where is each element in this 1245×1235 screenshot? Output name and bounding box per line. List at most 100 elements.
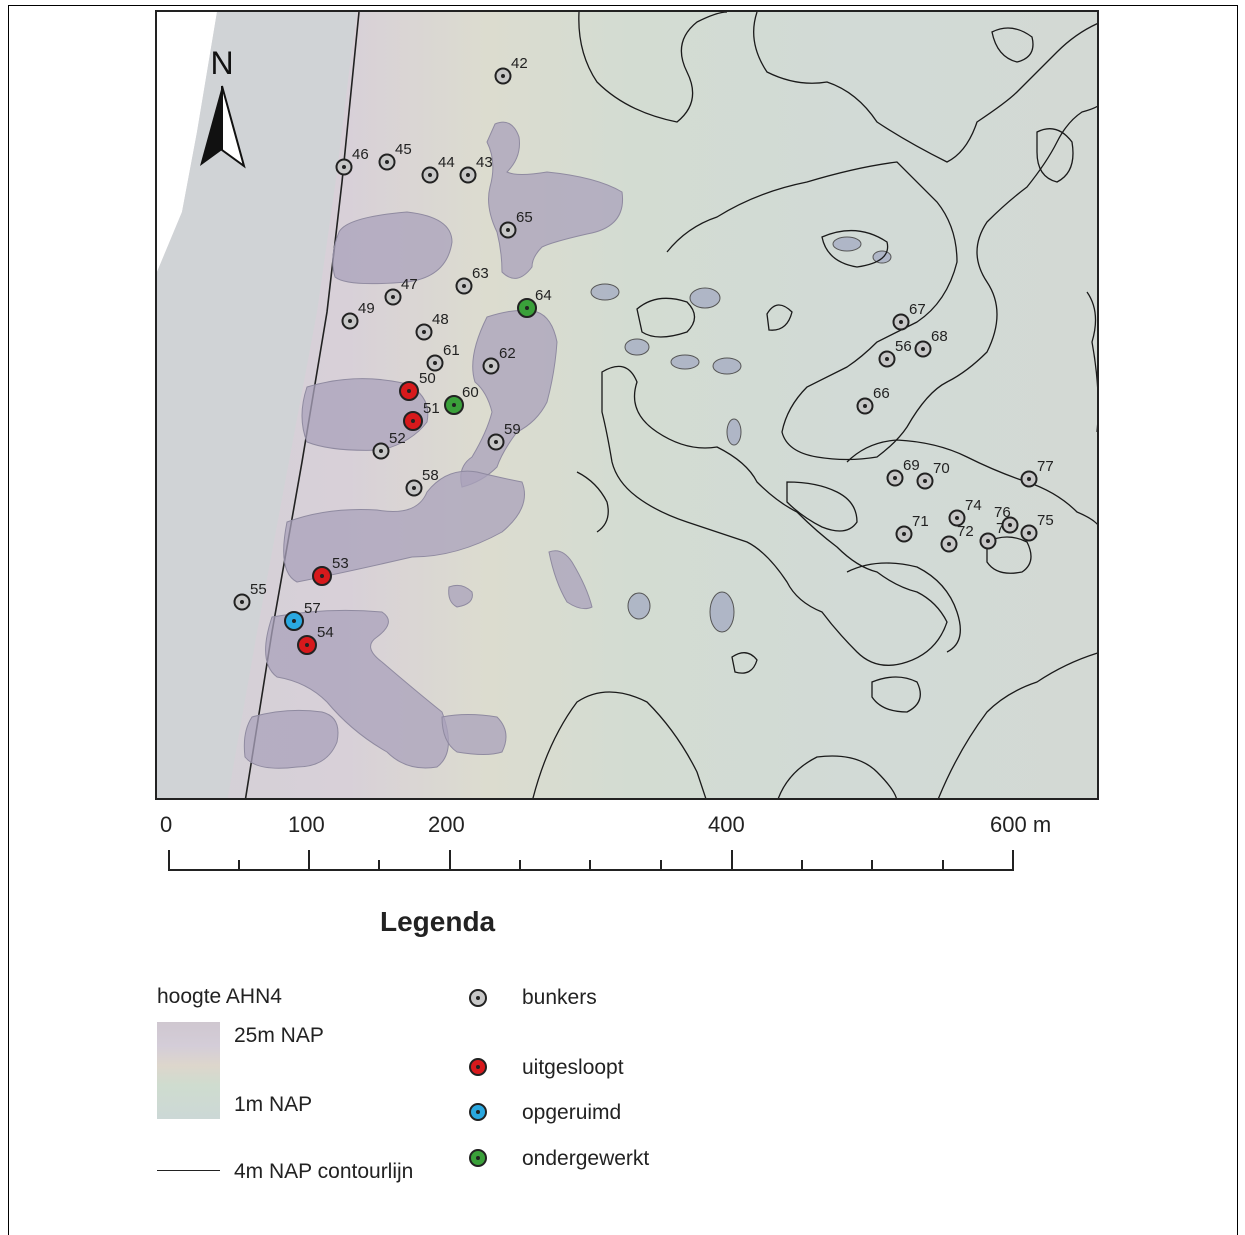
bunker-center-dot <box>342 165 346 169</box>
bunker-marker-66: 66 <box>856 385 890 415</box>
bunker-marker-68: 68 <box>914 328 948 358</box>
bunker-center-dot <box>379 449 383 453</box>
bunker-label-61: 61 <box>443 342 460 359</box>
bunker-label-47: 47 <box>401 276 418 293</box>
bunker-label-42: 42 <box>511 55 528 72</box>
bunker-center-dot <box>885 357 889 361</box>
bunker-label-68: 68 <box>931 328 948 345</box>
legend-contour-label: 4m NAP contourlijn <box>234 1160 414 1183</box>
bunker-center-dot <box>525 306 529 310</box>
north-arrow: N <box>192 44 252 174</box>
legend-elevation-title: hoogte AHN4 <box>157 985 282 1008</box>
bunker-marker-76: 76 <box>994 504 1019 534</box>
bunker-center-dot <box>494 440 498 444</box>
bunker-marker-72: 72 <box>940 523 974 553</box>
bunker-label-65: 65 <box>516 209 533 226</box>
bunker-marker-45: 45 <box>378 141 412 171</box>
bunker-center-dot <box>240 600 244 604</box>
bunker-center-dot <box>506 228 510 232</box>
figure-frame <box>8 5 1238 1235</box>
bunker-label-57: 57 <box>304 600 321 617</box>
bunker-center-dot <box>986 539 990 543</box>
bunker-label-49: 49 <box>358 300 375 317</box>
bunker-label-76: 76 <box>994 504 1011 521</box>
bunker-label-45: 45 <box>395 141 412 158</box>
bunker-center-dot <box>412 486 416 490</box>
bunker-marker-53: 53 <box>312 555 349 586</box>
bunker-marker-59: 59 <box>487 421 521 451</box>
bunker-label-46: 46 <box>352 146 369 163</box>
bunker-label-58: 58 <box>422 467 439 484</box>
north-arrow-left-half <box>200 86 222 166</box>
bunker-label-48: 48 <box>432 311 449 328</box>
scale-label-600: 600 m <box>990 812 1052 837</box>
bunker-label-43: 43 <box>476 154 493 171</box>
legend-contour-swatch <box>157 1170 220 1171</box>
bunker-label-53: 53 <box>332 555 349 572</box>
bunker-center-dot <box>411 419 415 423</box>
bunker-center-dot <box>893 476 897 480</box>
bunker-label-59: 59 <box>504 421 521 438</box>
bunker-label-74: 74 <box>965 497 982 514</box>
bunker-label-60: 60 <box>462 384 479 401</box>
bunker-label-62: 62 <box>499 345 516 362</box>
bunker-marker-49: 49 <box>341 300 375 330</box>
bunker-marker-51: 51 <box>403 400 440 431</box>
beach-area <box>157 12 217 272</box>
bunker-label-75: 75 <box>1037 512 1054 529</box>
legend-bunkers-symbol <box>469 989 487 1007</box>
bunker-marker-61: 61 <box>426 342 460 372</box>
pond-shapes <box>590 236 892 633</box>
bunker-marker-58: 58 <box>405 467 439 497</box>
bunker-label-77: 77 <box>1037 458 1054 475</box>
scale-bar: 0 100 200 400 600 m <box>150 812 1090 882</box>
bunker-center-dot <box>899 320 903 324</box>
bunker-marker-77: 77 <box>1020 458 1054 488</box>
bunker-center-dot <box>407 389 411 393</box>
bunker-label-55: 55 <box>250 581 267 598</box>
bunker-marker-54: 54 <box>297 624 334 655</box>
legend-elevation-ramp <box>157 1022 220 1119</box>
scale-bar-ticks <box>168 850 1014 871</box>
bunker-label-51: 51 <box>423 400 440 417</box>
bunker-label-54: 54 <box>317 624 334 641</box>
bunker-center-dot <box>955 516 959 520</box>
bunker-marker-56: 56 <box>878 338 912 368</box>
bunker-label-50: 50 <box>419 370 436 387</box>
bunker-marker-60: 60 <box>444 384 479 415</box>
bunker-marker-52: 52 <box>372 430 406 460</box>
scale-label-0: 0 <box>160 812 173 837</box>
bunker-center-dot <box>863 404 867 408</box>
bunker-layer: 42 43 44 45 46 47 48 49 50 51 52 53 54 55 56 57 58 59 60 61… <box>233 55 1054 655</box>
bunker-center-dot <box>501 74 505 78</box>
bunker-center-dot <box>1027 477 1031 481</box>
bunker-marker-50: 50 <box>399 370 436 401</box>
bunker-marker-75: 75 <box>1020 512 1054 542</box>
bunker-center-dot <box>489 364 493 368</box>
bunker-label-64: 64 <box>535 287 552 304</box>
bunker-marker-46: 46 <box>335 146 369 176</box>
bunker-marker-71: 71 <box>895 513 929 543</box>
bunker-marker-69: 69 <box>886 457 920 487</box>
bunker-center-dot <box>305 643 309 647</box>
bunker-center-dot <box>292 619 296 623</box>
bunker-marker-43: 43 <box>459 154 493 184</box>
legend-opgeruimd-symbol <box>469 1103 487 1121</box>
bunker-label-71: 71 <box>912 513 929 530</box>
bunker-center-dot <box>902 532 906 536</box>
bunker-marker-74: 74 <box>948 497 982 527</box>
scale-label-400: 400 <box>708 812 745 837</box>
bunker-center-dot <box>923 479 927 483</box>
bunker-label-52: 52 <box>389 430 406 447</box>
legend-opgeruimd-label: opgeruimd <box>522 1101 622 1124</box>
bunker-marker-70: 70 <box>916 460 950 490</box>
bunker-marker-62: 62 <box>482 345 516 375</box>
bunker-center-dot <box>320 574 324 578</box>
legend-title: Legenda <box>380 906 496 937</box>
bunker-center-dot <box>391 295 395 299</box>
bunker-marker-63: 63 <box>455 265 489 295</box>
bunker-marker-55: 55 <box>233 581 267 611</box>
bunker-label-70: 70 <box>933 460 950 477</box>
bunker-center-dot <box>466 173 470 177</box>
bunker-label-44: 44 <box>438 154 455 171</box>
